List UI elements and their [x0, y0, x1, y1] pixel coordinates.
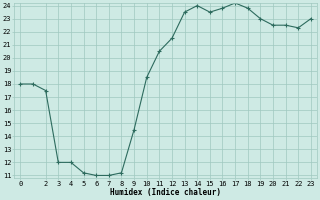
- X-axis label: Humidex (Indice chaleur): Humidex (Indice chaleur): [110, 188, 221, 197]
